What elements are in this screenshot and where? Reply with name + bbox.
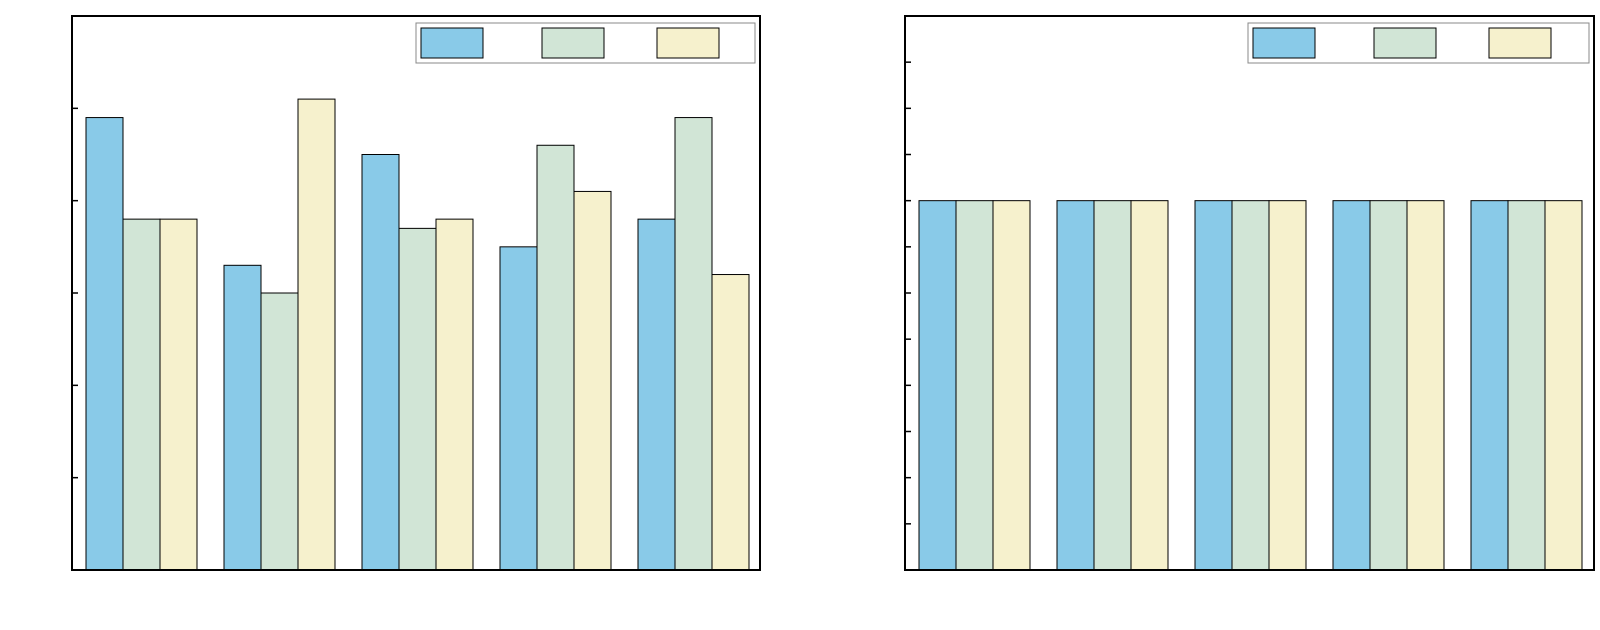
bar-s2-g5 xyxy=(674,117,713,571)
legend-swatch-1 xyxy=(420,27,484,59)
bar-s3-g4 xyxy=(1406,200,1445,571)
bar-s3-g2 xyxy=(297,98,336,571)
bar-s1-g1 xyxy=(918,200,957,571)
bar-s3-g1 xyxy=(159,218,198,571)
legend xyxy=(415,22,756,64)
bar-s1-g5 xyxy=(637,218,676,571)
bar-s1-g3 xyxy=(361,154,400,571)
bar-s1-g4 xyxy=(1332,200,1371,571)
bar-s2-g4 xyxy=(536,144,575,571)
legend-swatch-3 xyxy=(656,27,720,59)
bar-s2-g1 xyxy=(955,200,994,571)
bar-s1-g1 xyxy=(85,117,124,571)
bar-s1-g3 xyxy=(1194,200,1233,571)
plot-frame xyxy=(904,15,1595,571)
bar-s1-g5 xyxy=(1470,200,1509,571)
bar-s1-g4 xyxy=(499,246,538,571)
legend-swatch-2 xyxy=(541,27,605,59)
left-chart xyxy=(71,15,761,571)
legend-swatch-1 xyxy=(1252,27,1316,59)
bar-s2-g1 xyxy=(122,218,161,571)
bar-s3-g4 xyxy=(573,190,612,571)
legend-swatch-3 xyxy=(1488,27,1552,59)
bar-s3-g1 xyxy=(992,200,1031,571)
bar-s2-g4 xyxy=(1369,200,1408,571)
bar-s3-g5 xyxy=(711,274,750,571)
right-chart xyxy=(904,15,1595,571)
legend xyxy=(1247,22,1590,64)
bar-s1-g2 xyxy=(223,264,262,571)
bar-s2-g5 xyxy=(1507,200,1546,571)
plot-frame xyxy=(71,15,761,571)
bar-s1-g2 xyxy=(1056,200,1095,571)
bar-s3-g2 xyxy=(1130,200,1169,571)
bar-s2-g3 xyxy=(398,227,437,571)
bar-s3-g5 xyxy=(1544,200,1583,571)
legend-swatch-2 xyxy=(1373,27,1437,59)
bar-s2-g2 xyxy=(260,292,299,571)
bar-s3-g3 xyxy=(435,218,474,571)
bar-s2-g3 xyxy=(1231,200,1270,571)
bar-s3-g3 xyxy=(1268,200,1307,571)
bar-s2-g2 xyxy=(1093,200,1132,571)
